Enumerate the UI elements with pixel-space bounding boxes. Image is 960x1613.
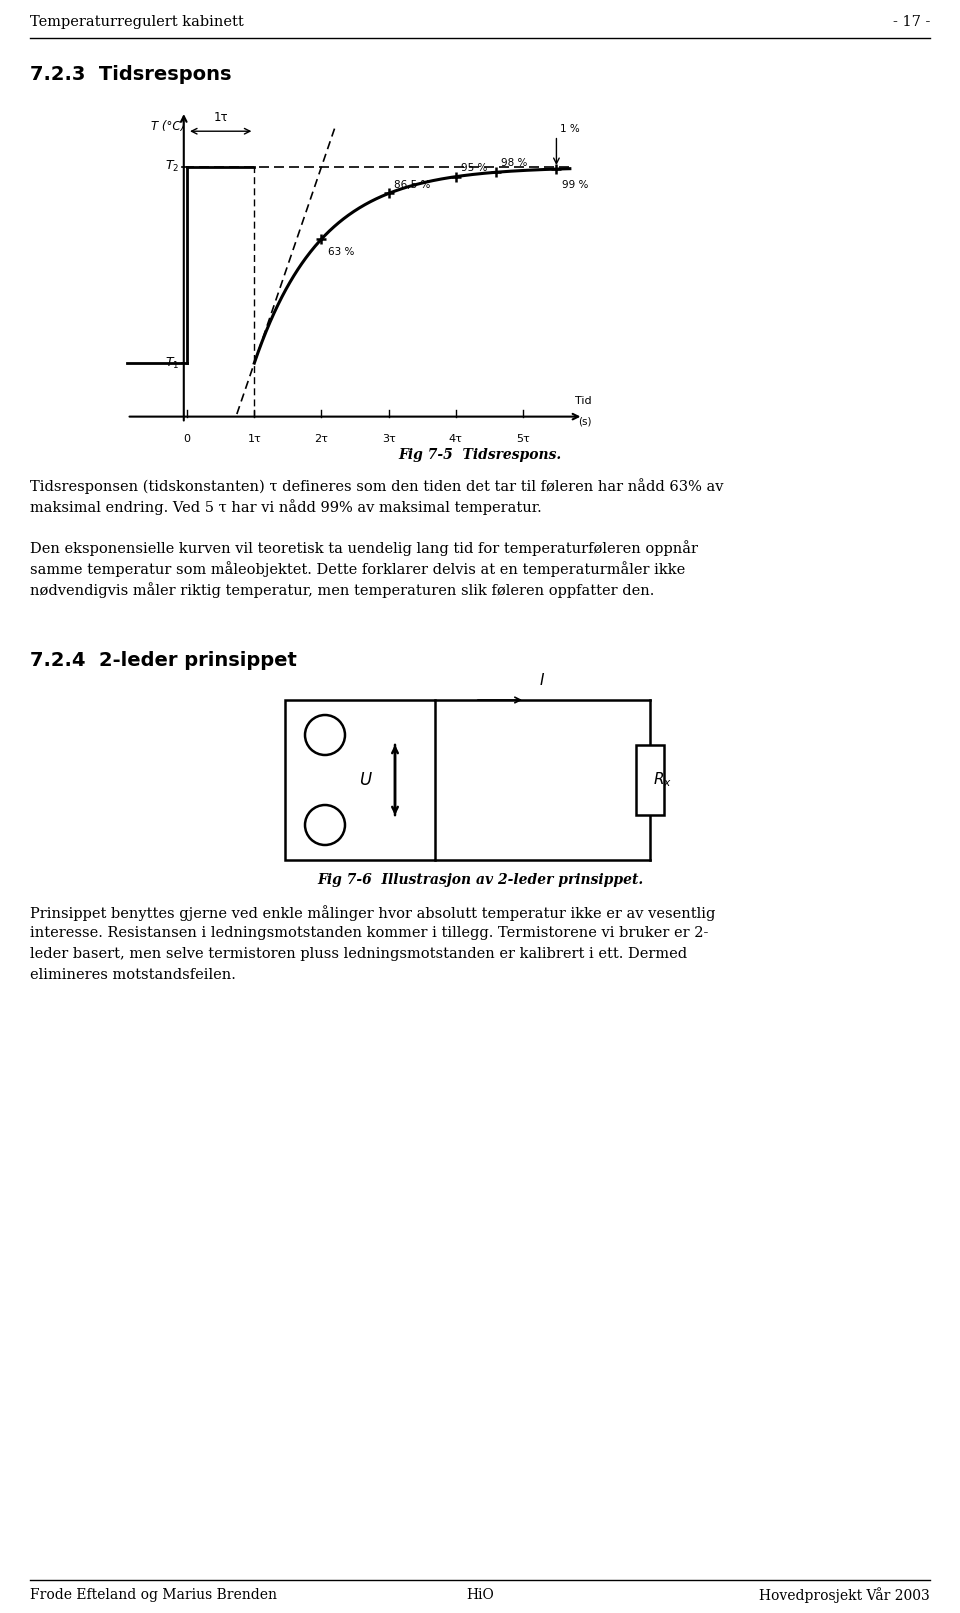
Text: 1τ: 1τ	[213, 111, 228, 124]
Text: samme temperatur som måleobjektet. Dette forklarer delvis at en temperaturmåler : samme temperatur som måleobjektet. Dette…	[30, 561, 685, 577]
Text: Temperaturregulert kabinett: Temperaturregulert kabinett	[30, 15, 244, 29]
Text: HiO: HiO	[467, 1589, 493, 1602]
Text: 1τ: 1τ	[248, 434, 261, 445]
Text: T (°C): T (°C)	[152, 121, 185, 134]
Text: 5τ: 5τ	[516, 434, 530, 445]
Text: 86,5 %: 86,5 %	[394, 179, 430, 190]
Text: $R_x$: $R_x$	[653, 771, 672, 789]
Text: Fig 7-5  Tidsrespons.: Fig 7-5 Tidsrespons.	[398, 448, 562, 461]
Text: maksimal endring. Ved 5 τ har vi nådd 99% av maksimal temperatur.: maksimal endring. Ved 5 τ har vi nådd 99…	[30, 498, 541, 515]
Text: Prinsippet benyttes gjerne ved enkle målinger hvor absolutt temperatur ikke er a: Prinsippet benyttes gjerne ved enkle mål…	[30, 905, 715, 921]
Text: 4τ: 4τ	[448, 434, 463, 445]
Text: Den eksponensielle kurven vil teoretisk ta uendelig lang tid for temperaturføler: Den eksponensielle kurven vil teoretisk …	[30, 540, 698, 556]
Text: 99 %: 99 %	[562, 179, 588, 190]
Text: $T_2$: $T_2$	[165, 160, 180, 174]
Text: 63 %: 63 %	[328, 247, 354, 258]
Text: Tidsresponsen (tidskonstanten) τ defineres som den tiden det tar til føleren har: Tidsresponsen (tidskonstanten) τ definer…	[30, 477, 724, 494]
Text: Fig 7-6  Illustrasjon av 2-leder prinsippet.: Fig 7-6 Illustrasjon av 2-leder prinsipp…	[317, 873, 643, 887]
Text: - 17 -: - 17 -	[893, 15, 930, 29]
Text: $T_1$: $T_1$	[165, 355, 180, 371]
Text: 1 %: 1 %	[561, 124, 580, 134]
Circle shape	[305, 715, 345, 755]
Text: 98 %: 98 %	[501, 158, 527, 168]
Text: Hovedprosjekt Vår 2003: Hovedprosjekt Vår 2003	[759, 1587, 930, 1603]
Text: nødvendigvis måler riktig temperatur, men temperaturen slik føleren oppfatter de: nødvendigvis måler riktig temperatur, me…	[30, 582, 655, 598]
Text: elimineres motstandsfeilen.: elimineres motstandsfeilen.	[30, 968, 236, 982]
Text: interesse. Resistansen i ledningsmotstanden kommer i tillegg. Termistorene vi br: interesse. Resistansen i ledningsmotstan…	[30, 926, 708, 940]
Text: U: U	[359, 771, 372, 789]
Text: 2τ: 2τ	[315, 434, 328, 445]
Text: I: I	[540, 673, 544, 689]
Text: 3τ: 3τ	[382, 434, 396, 445]
Text: 95 %: 95 %	[461, 163, 488, 173]
Text: Tid: Tid	[575, 397, 592, 406]
Text: 7.2.3  Tidsrespons: 7.2.3 Tidsrespons	[30, 66, 231, 84]
Text: 0: 0	[183, 434, 191, 445]
Text: 7.2.4  2-leder prinsippet: 7.2.4 2-leder prinsippet	[30, 650, 297, 669]
Text: Frode Efteland og Marius Brenden: Frode Efteland og Marius Brenden	[30, 1589, 277, 1602]
Bar	[636, 745, 664, 815]
Text: (s): (s)	[578, 416, 591, 426]
Circle shape	[305, 805, 345, 845]
Text: leder basert, men selve termistoren pluss ledningsmotstanden er kalibrert i ett.: leder basert, men selve termistoren plus…	[30, 947, 687, 961]
Bar	[285, 700, 435, 860]
